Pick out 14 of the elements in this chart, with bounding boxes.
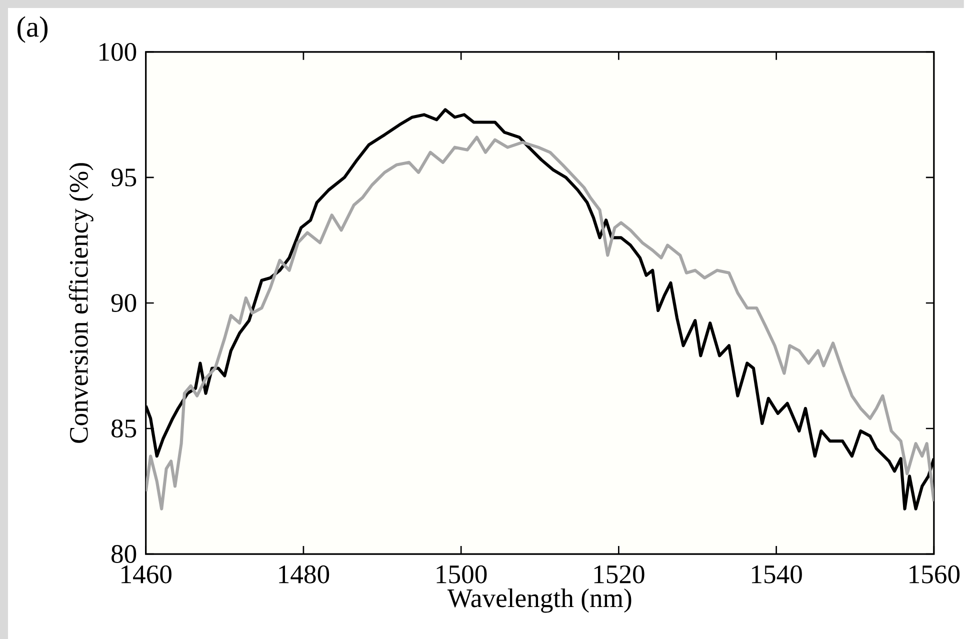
y-tick-label: 100 — [100, 42, 136, 61]
y-tick-label: 80 — [112, 544, 136, 563]
x-tick-label: 1520 — [594, 565, 644, 584]
y-axis-title: Conversion efficiency (%) — [68, 162, 94, 443]
y-tick-label: 95 — [111, 168, 136, 186]
x-axis-title: Wavelength (nm) — [447, 588, 632, 613]
x-tick-label: 1460 — [122, 565, 172, 584]
y-tick-label: 90 — [111, 294, 136, 312]
text: (a) — [18, 16, 48, 43]
x-tick-label: 1500 — [436, 565, 487, 584]
y-tick-label: 85 — [112, 419, 136, 438]
x-tick-label: 1560 — [910, 565, 960, 584]
x-tick-label: 1480 — [279, 565, 330, 584]
x-tick-label: 1540 — [752, 565, 802, 584]
